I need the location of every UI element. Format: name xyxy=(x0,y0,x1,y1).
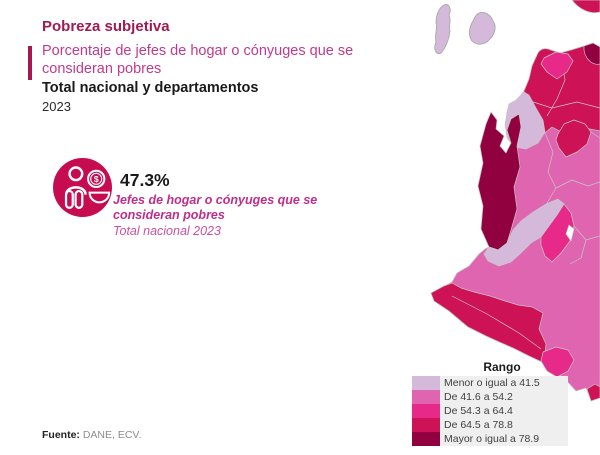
map-region-guajira xyxy=(583,42,600,65)
legend-label: De 41.6 a 54.2 xyxy=(440,390,568,404)
legend-swatch xyxy=(412,418,440,432)
kpi-value: 47.3% xyxy=(120,170,170,190)
legend-label: De 54.3 a 64.4 xyxy=(440,404,568,418)
kpi-sublabel: Total nacional 2023 xyxy=(113,224,221,238)
page-title: Pobreza subjetiva xyxy=(42,18,170,35)
kpi-label: Jefes de hogar o cónyuges que se conside… xyxy=(113,193,318,222)
legend-item: De 41.6 a 54.2 xyxy=(412,390,568,404)
map-border-line xyxy=(569,225,587,265)
person-with-coin-icon: $ xyxy=(53,158,112,217)
legend-swatch xyxy=(412,390,440,404)
legend-title: Rango xyxy=(483,360,521,374)
source-label: Fuente: xyxy=(42,429,80,441)
map-region-island-providencia xyxy=(469,12,496,45)
map-border-line xyxy=(451,295,542,350)
legend-swatch xyxy=(412,404,440,418)
scope-title: Total nacional y departamentos xyxy=(42,80,259,96)
map-region-south-tail xyxy=(586,383,600,402)
legend-item: De 54.3 a 64.4 xyxy=(412,404,568,418)
accent-bar xyxy=(28,46,32,80)
legend-swatch xyxy=(412,432,440,446)
colombia-choropleth-map xyxy=(430,0,600,402)
map-region-putumayo xyxy=(540,346,575,378)
legend-item: Mayor o igual a 78.9 xyxy=(412,432,568,446)
map-border-line xyxy=(544,132,557,204)
year-label: 2023 xyxy=(42,99,71,114)
map-region-choco xyxy=(477,111,522,251)
map-region-santander xyxy=(555,119,592,158)
legend-label: Mayor o igual a 78.9 xyxy=(440,432,568,446)
legend-label: De 64.5 a 78.8 xyxy=(440,418,568,432)
legend-item: De 64.5 a 78.8 xyxy=(412,418,568,432)
map-region-atlantico xyxy=(540,51,574,80)
legend-label: Menor o igual a 41.5 xyxy=(440,376,568,390)
svg-text:$: $ xyxy=(94,174,99,184)
map-region-white-sliver xyxy=(565,224,575,242)
source-note: Fuente: DANE, ECV. xyxy=(42,429,141,441)
map-border-line xyxy=(529,100,600,109)
map-border-line xyxy=(555,179,600,189)
map-region-top-corner xyxy=(571,0,600,14)
map-region-southwest xyxy=(430,282,547,364)
legend-swatch xyxy=(412,376,440,390)
map-legend: Rango Menor o igual a 41.5 De 41.6 a 54.… xyxy=(412,360,568,446)
source-text: DANE, ECV. xyxy=(82,429,142,441)
page-subtitle: Porcentaje de jefes de hogar o cónyuges … xyxy=(42,43,354,78)
legend-item: Menor o igual a 41.5 xyxy=(412,376,568,390)
map-region-island-san-andres xyxy=(434,4,451,55)
map-border-line xyxy=(590,131,600,139)
map-border-line xyxy=(585,235,600,241)
map-region-tolima xyxy=(540,203,575,263)
